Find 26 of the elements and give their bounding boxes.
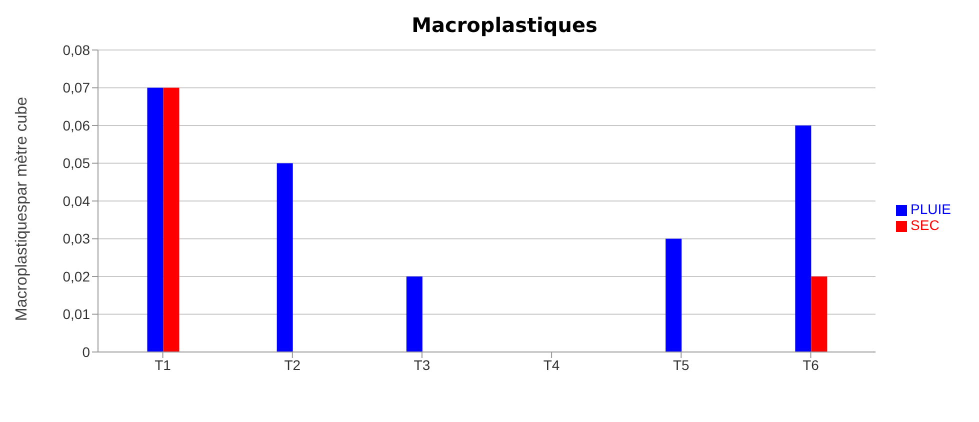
x-tick-label: T1	[154, 356, 172, 373]
y-axis-title: Macroplastiquespar mètre cube	[14, 96, 31, 321]
x-tick-label: T2	[284, 356, 301, 373]
legend-label: PLUIE	[910, 201, 951, 217]
bar	[147, 88, 164, 352]
x-tick-label: T5	[672, 356, 690, 373]
bar	[811, 276, 828, 352]
bar	[406, 276, 422, 352]
legend-label: SEC	[910, 217, 940, 233]
x-tick-label: T4	[543, 356, 560, 373]
bar	[276, 163, 293, 352]
y-tick-label: 0,05	[62, 155, 90, 172]
x-tick-label: T3	[414, 356, 430, 373]
x-tick-label: T6	[802, 356, 820, 373]
y-tick-label: 0,07	[62, 80, 90, 96]
bar	[795, 126, 812, 352]
y-tick-label: 0,02	[62, 268, 90, 284]
y-tick-label: 0,01	[62, 306, 90, 322]
bar	[163, 88, 180, 352]
y-tick-label: 0,04	[62, 192, 90, 209]
bar	[666, 238, 682, 352]
chart-title: Macroplastiques	[410, 12, 598, 39]
y-tick-label: 0,06	[62, 117, 90, 134]
y-tick-label: 0,08	[62, 42, 90, 58]
y-tick-label: 0,03	[62, 230, 90, 247]
y-tick-label: 0	[82, 344, 90, 360]
